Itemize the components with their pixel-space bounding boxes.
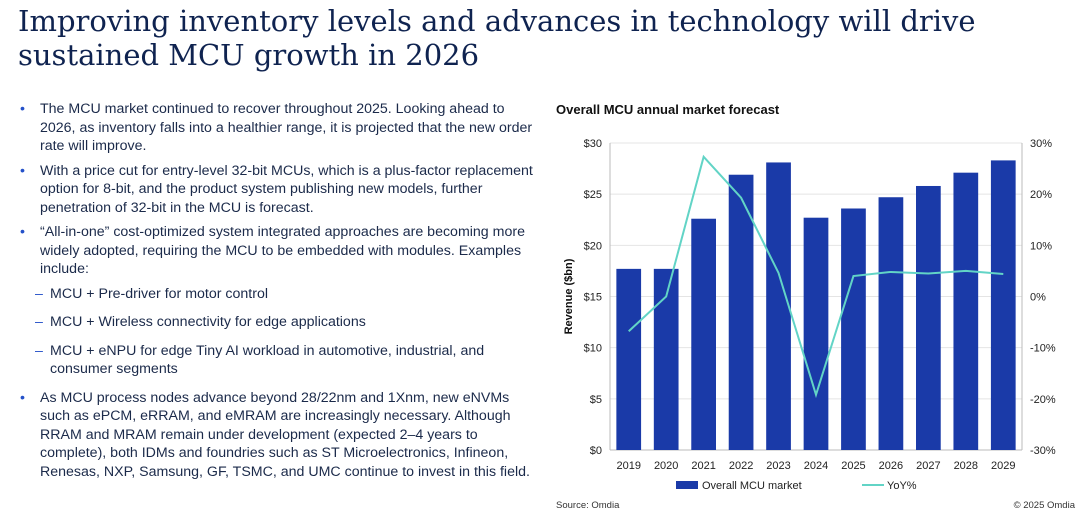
- y-tick-label: $20: [584, 240, 602, 252]
- bar: [916, 185, 941, 451]
- x-tick-label: 2027: [916, 460, 940, 472]
- bar: [953, 172, 979, 450]
- x-tick-label: 2024: [804, 460, 828, 472]
- sub-bullet: MCU + Wireless connectivity for edge app…: [18, 313, 538, 332]
- x-tick-label: 2020: [654, 460, 678, 472]
- bar: [841, 208, 866, 450]
- y-tick-label: $25: [584, 189, 602, 201]
- x-tick-label: 2022: [729, 460, 753, 472]
- bullet-list: The MCU market continued to recover thro…: [18, 100, 538, 487]
- y-axis-label: Revenue ($bn): [563, 258, 575, 334]
- y2-tick-label: 20%: [1030, 189, 1052, 201]
- y-tick-label: $5: [590, 394, 602, 406]
- x-tick-label: 2029: [991, 460, 1015, 472]
- legend-label: Overall MCU market: [702, 480, 802, 492]
- y-tick-label: $10: [584, 343, 602, 355]
- bar: [691, 218, 716, 450]
- y2-tick-label: 0%: [1030, 292, 1046, 304]
- bar: [766, 162, 791, 450]
- chart: $0 $5 $10 $15 $20 $25 $30 -30% -20% -10% 0% 10% 20% 3…: [556, 138, 1076, 511]
- x-tick-label: 2023: [766, 460, 790, 472]
- legend-swatch-bar: [676, 481, 698, 489]
- bullet: The MCU market continued to recover thro…: [18, 100, 538, 156]
- bar: [616, 268, 642, 450]
- legend-label: YoY%: [887, 480, 917, 492]
- y2-tick-label: -30%: [1030, 445, 1056, 457]
- y2-tick-label: 10%: [1030, 240, 1052, 252]
- bar: [878, 197, 904, 450]
- x-tick-label: 2021: [691, 460, 715, 472]
- y-tick-label: $15: [584, 292, 602, 304]
- bar: [990, 160, 1016, 450]
- bullet: With a price cut for entry-level 32-bit …: [18, 162, 538, 218]
- sub-bullet: MCU + Pre-driver for motor control: [18, 285, 538, 304]
- y2-tick-label: 30%: [1030, 138, 1052, 150]
- page-title: Improving inventory levels and advances …: [18, 4, 976, 72]
- bar: [803, 217, 829, 450]
- source-note: Source: Omdia: [556, 500, 620, 511]
- bar: [653, 268, 679, 450]
- x-tick-label: 2025: [841, 460, 865, 472]
- y-tick-label: $30: [584, 138, 602, 150]
- x-tick-label: 2028: [954, 460, 978, 472]
- y2-tick-label: -20%: [1030, 394, 1056, 406]
- x-tick-label: 2019: [616, 460, 640, 472]
- chart-title: Overall MCU annual market forecast: [556, 102, 780, 117]
- x-tick-label: 2026: [879, 460, 903, 472]
- sub-bullet: MCU + eNPU for edge Tiny AI workload in …: [18, 342, 538, 379]
- y2-tick-label: -10%: [1030, 343, 1056, 355]
- bullet: As MCU process nodes advance beyond 28/2…: [18, 389, 538, 482]
- bullet: “All-in-one” cost-optimized system integ…: [18, 223, 538, 279]
- y-tick-label: $0: [590, 445, 602, 457]
- copyright-note: © 2025 Omdia: [1014, 500, 1076, 511]
- bar: [728, 174, 754, 450]
